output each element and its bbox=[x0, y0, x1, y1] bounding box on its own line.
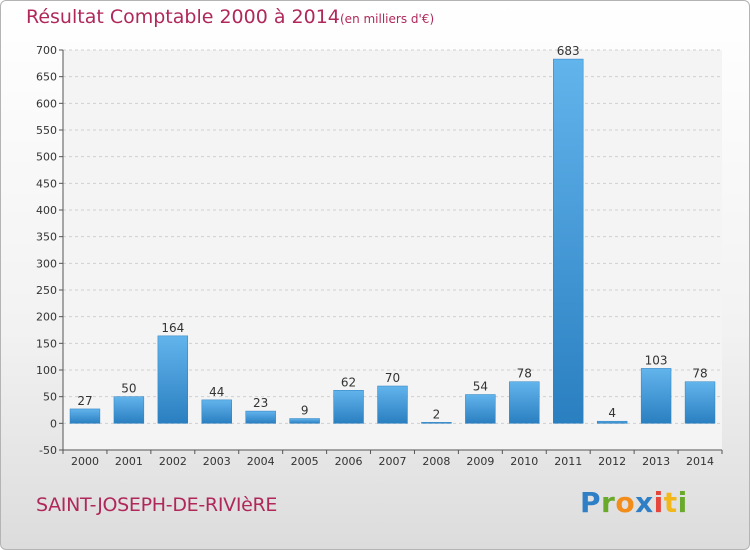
y-tick-label: 650 bbox=[36, 71, 57, 84]
bar-2003 bbox=[201, 399, 232, 424]
x-tick-label-2000: 2000 bbox=[71, 455, 99, 468]
y-tick-label: 150 bbox=[36, 337, 57, 350]
y-tick-label: 700 bbox=[36, 44, 57, 57]
y-tick-label: 300 bbox=[36, 257, 57, 270]
x-tick-label-2001: 2001 bbox=[115, 455, 143, 468]
value-label-2014: 78 bbox=[692, 367, 707, 381]
y-tick-label: 100 bbox=[36, 364, 57, 377]
y-tick-label: 400 bbox=[36, 204, 57, 217]
y-tick-label: 500 bbox=[36, 151, 57, 164]
x-tick-label-2009: 2009 bbox=[466, 455, 494, 468]
value-label-2007: 70 bbox=[385, 371, 400, 385]
x-tick-label-2010: 2010 bbox=[510, 455, 538, 468]
value-label-2004: 23 bbox=[253, 396, 268, 410]
chart-title: Résultat Comptable 2000 à 2014 bbox=[26, 6, 340, 28]
y-tick-label: 550 bbox=[36, 124, 57, 137]
y-tick-label: 50 bbox=[43, 391, 57, 404]
bar-2009 bbox=[465, 394, 496, 424]
bar-2006 bbox=[333, 390, 364, 424]
bar-2005 bbox=[289, 418, 320, 424]
value-label-2008: 2 bbox=[433, 407, 441, 421]
town-name: SAINT-JOSEPH-DE-RIVIèRE bbox=[36, 494, 278, 516]
chart-units: (en milliers d'€) bbox=[340, 12, 435, 26]
value-label-2011: 683 bbox=[557, 44, 580, 58]
x-tick-label-2007: 2007 bbox=[379, 455, 407, 468]
value-label-2009: 54 bbox=[473, 380, 488, 394]
x-tick-label-2005: 2005 bbox=[291, 455, 319, 468]
y-tick-label: 350 bbox=[36, 231, 57, 244]
x-tick-label-2002: 2002 bbox=[159, 455, 187, 468]
x-tick-label-2011: 2011 bbox=[554, 455, 582, 468]
bar-2000 bbox=[69, 408, 101, 424]
value-label-2010: 78 bbox=[517, 367, 532, 381]
x-tick-label-2003: 2003 bbox=[203, 455, 231, 468]
y-tick-label: 0 bbox=[50, 417, 57, 430]
value-label-2000: 27 bbox=[77, 394, 92, 408]
bar-2002 bbox=[157, 335, 189, 424]
x-tick-label-2012: 2012 bbox=[598, 455, 626, 468]
bar-2010 bbox=[509, 381, 540, 424]
value-label-2002: 164 bbox=[161, 321, 184, 335]
value-label-2003: 44 bbox=[209, 385, 224, 399]
bar-2012 bbox=[596, 420, 628, 424]
value-label-2001: 50 bbox=[121, 382, 136, 396]
bar-2013 bbox=[640, 368, 672, 424]
value-label-2006: 62 bbox=[341, 375, 356, 389]
bar-2011 bbox=[553, 58, 584, 424]
proxiti-logo: Proxiti bbox=[580, 486, 688, 519]
value-label-2013: 103 bbox=[645, 353, 668, 367]
y-tick-label: -50 bbox=[39, 444, 57, 457]
bar-2008 bbox=[421, 422, 452, 424]
y-tick-label: 200 bbox=[36, 311, 57, 324]
y-tick-label: 450 bbox=[36, 177, 57, 190]
bar-2014 bbox=[684, 381, 716, 424]
x-tick-label-2004: 2004 bbox=[247, 455, 275, 468]
bar-2007 bbox=[377, 385, 408, 424]
value-label-2005: 9 bbox=[301, 404, 309, 418]
x-tick-label-2013: 2013 bbox=[642, 455, 670, 468]
y-tick-label: 250 bbox=[36, 284, 57, 297]
x-tick-label-2006: 2006 bbox=[335, 455, 363, 468]
x-tick-label-2014: 2014 bbox=[686, 455, 714, 468]
y-tick-label: 600 bbox=[36, 97, 57, 110]
bar-2004 bbox=[245, 410, 276, 424]
x-tick-label-2008: 2008 bbox=[422, 455, 450, 468]
value-label-2012: 4 bbox=[608, 406, 616, 420]
bar-2001 bbox=[113, 396, 145, 424]
